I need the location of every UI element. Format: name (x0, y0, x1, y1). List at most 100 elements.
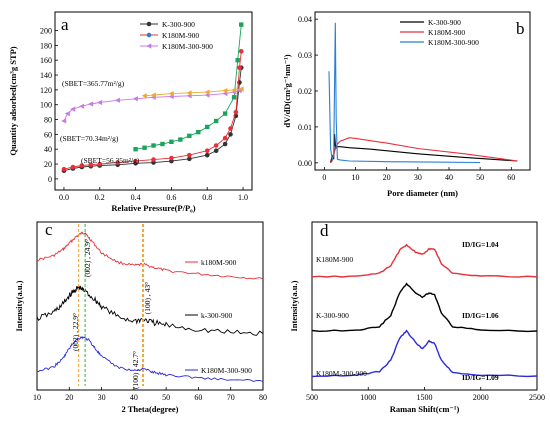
legend-label: K180M-900 (428, 28, 465, 37)
plot-frame (54, 11, 253, 191)
data-point (187, 152, 192, 158)
data-point (79, 163, 85, 168)
data-point (238, 86, 244, 92)
y-tick-label: 120 (40, 86, 52, 95)
series-line (311, 329, 538, 378)
peak-annotation: (100) , 42.7° (131, 351, 140, 389)
x-tick-label: 30 (98, 393, 106, 402)
legend-label: K-300-900 (162, 20, 195, 29)
y-tick-label: 100 (40, 101, 52, 110)
data-point (238, 49, 244, 54)
series-label: K180M-300-900 (316, 369, 367, 378)
panel-letter: b (516, 19, 525, 38)
data-point (70, 164, 76, 170)
ratio-annotation: ID/IG=1.04 (462, 240, 499, 249)
data-point (61, 118, 67, 124)
x-tick-label: 10 (33, 393, 41, 402)
x-tick-label: 0.0 (59, 193, 69, 202)
x-tick-label: 40 (445, 173, 453, 182)
data-point (204, 148, 210, 153)
x-tick-label: 70 (227, 393, 235, 402)
y-axis-label: dV/dD(cm³g⁻¹nm⁻¹) (282, 54, 292, 127)
series-line (311, 282, 538, 333)
plot-frame (314, 11, 531, 171)
x-tick-label: 0.8 (202, 193, 212, 202)
data-point (228, 132, 233, 137)
panel-letter: a (61, 15, 69, 34)
data-point (88, 101, 94, 107)
plot-frame (311, 221, 538, 391)
data-point (114, 97, 120, 103)
x-tick-label: 1000 (360, 393, 376, 402)
y-tick-label: 0.00 (298, 159, 312, 168)
series-line (36, 231, 264, 280)
legend-label: K180M-900 (162, 31, 199, 40)
x-tick-label: 500 (306, 393, 318, 402)
plot-frame (36, 221, 264, 391)
x-tick-label: 2000 (473, 393, 489, 402)
y-axis-label: Quantity adsorbed(cm³g STP) (8, 46, 18, 155)
x-tick-label: 20 (383, 173, 391, 182)
panel-letter: d (320, 221, 329, 240)
series-line (330, 134, 518, 163)
bet-annotation: (SBET=56.35m²/g) (81, 156, 140, 165)
x-tick-label: 50 (162, 393, 170, 402)
x-tick-label: 30 (414, 173, 422, 182)
data-point (213, 148, 219, 153)
data-point (222, 135, 228, 141)
y-tick-label: 80 (44, 116, 52, 125)
data-point (178, 137, 183, 142)
x-tick-label: 50 (476, 173, 484, 182)
data-point (222, 88, 228, 94)
data-point (150, 92, 156, 98)
x-tick-label: 60 (194, 393, 202, 402)
data-point (222, 141, 228, 147)
data-point (222, 111, 228, 116)
data-point (196, 129, 201, 135)
y-tick-label: 180 (40, 41, 52, 50)
peak-annotation: (002) , 24.9° (83, 239, 92, 277)
data-point (97, 161, 103, 167)
series-label: K180M-900 (316, 255, 353, 264)
x-tick-label: 2500 (529, 393, 545, 402)
x-axis-label: Relative Pressure(P/P₀) (111, 203, 195, 213)
data-point (213, 118, 219, 124)
peak-annotation: (002) , 22.9° (71, 313, 80, 351)
x-tick-label: 0.2 (95, 193, 105, 202)
y-tick-label: 60 (44, 130, 52, 139)
x-tick-label: 1.0 (238, 193, 248, 202)
x-tick-label: 0 (322, 173, 326, 182)
series-line (311, 243, 538, 278)
data-point (169, 139, 174, 144)
data-point (151, 143, 156, 148)
data-point (233, 109, 239, 115)
legend-label: K-300-900 (428, 18, 461, 27)
data-point (96, 99, 103, 106)
data-point (151, 157, 156, 162)
data-point (187, 156, 192, 162)
data-point (235, 58, 240, 63)
series-line (36, 336, 264, 382)
data-point (204, 89, 210, 95)
ratio-annotation: ID/IG=1.09 (462, 373, 499, 382)
data-point (231, 87, 237, 93)
y-tick-label: 160 (40, 56, 52, 65)
data-point (79, 103, 85, 109)
legend-label: k-300-900 (201, 311, 232, 320)
panel-d: 500 1000 1500 2000 2500 K180M-900 K-300-900 K18… (289, 221, 545, 414)
legend-label: K180M-300-900 (162, 42, 213, 51)
panel-c: 10 20 30 40 50 60 70 80 (002) , 24.9° (100) , 43°… (14, 220, 267, 414)
panel-a: 0.0 0.2 0.4 0.6 0.8 1.0 0 20 40 60 80 100 120 140 160 1… (8, 11, 253, 213)
series-label: K-300-900 (316, 311, 349, 320)
data-point (169, 155, 174, 161)
peak-annotation: (100) , 43° (143, 282, 152, 314)
series-line (36, 285, 264, 336)
data-point (204, 152, 210, 158)
x-tick-label: 40 (130, 393, 138, 402)
panel-b: 0 10 20 30 40 50 60 0.00 0.01 0.02 0.03 0.04 b Pore d… (282, 11, 531, 198)
x-tick-label: 0.4 (131, 193, 141, 202)
x-axis-label: Pore diameter (nm) (387, 188, 458, 198)
data-point (237, 65, 242, 70)
data-point (64, 111, 70, 117)
